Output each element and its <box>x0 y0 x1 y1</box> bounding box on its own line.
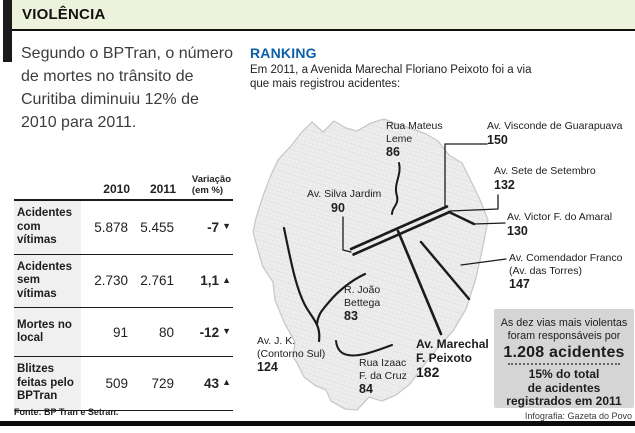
table-header-2011: 2011 <box>132 170 178 201</box>
road-joao-bettega <box>315 272 367 326</box>
table-cell-2010: 509 <box>81 357 132 411</box>
table-cell-2010: 5.878 <box>81 201 132 255</box>
map-label-jk-contorno: Av. J. K. (Contorno Sul) 124 <box>257 335 326 374</box>
city-outline <box>252 118 489 411</box>
value-marechal-peixoto: 182 <box>416 364 440 380</box>
value-mateus-leme: 86 <box>386 145 400 159</box>
table-cell-2011: 2.761 <box>132 255 178 308</box>
value-joao-bettega: 83 <box>344 309 358 323</box>
value-comendador: 147 <box>509 277 530 291</box>
value-visconde: 150 <box>487 132 508 147</box>
table-header-variation: Variação (em %) <box>178 170 233 201</box>
ranking-title: RANKING <box>250 45 317 61</box>
table-header-empty <box>14 170 81 201</box>
stats-table: 2010 2011 Variação (em %) Acidentes com … <box>14 170 233 411</box>
table-row-label: Acidentes com vítimas <box>14 201 81 255</box>
table-row-label: Blitzes feitas pelo BPTran <box>14 357 81 411</box>
table-cell-variation: -12 ▼ <box>178 308 233 357</box>
leader-lines <box>342 143 507 266</box>
value-jk-contorno: 124 <box>257 360 278 374</box>
intro-paragraph: Segundo o BPTran, o número de mortes no … <box>21 45 233 131</box>
leader-victor-amaral <box>473 222 506 225</box>
map-label-joao-bettega: R. João Bettega 83 <box>344 284 381 323</box>
source-note: Fonte: BP Tran e Setran. <box>14 407 119 417</box>
ranking-subtitle: Em 2011, a Avenida Marechal Floriano Pei… <box>250 64 532 90</box>
map-label-izaac-cruz: Rua Izaac F. da Cruz 84 <box>359 357 407 396</box>
map-label-mateus-leme: Rua Mateus Leme 86 <box>386 120 443 159</box>
trend-up-icon: ▲ <box>222 377 231 388</box>
table-header-2010: 2010 <box>81 170 132 201</box>
table-cell-2010: 2.730 <box>81 255 132 308</box>
bottom-rule <box>0 421 635 426</box>
dotted-divider <box>508 363 620 365</box>
road-mateus-leme <box>391 162 401 215</box>
table-cell-variation: 1,1 ▲ <box>178 255 233 308</box>
table-cell-2011: 5.455 <box>132 201 178 255</box>
map-label-sete-setembro: Av. Sete de Setembro 132 <box>494 165 596 192</box>
table-row-label: Mortes no local <box>14 308 81 357</box>
value-sete-setembro: 132 <box>494 177 515 192</box>
value-izaac-cruz: 84 <box>359 382 373 396</box>
leader-silva-jardim <box>342 216 352 253</box>
leader-sete-setembro <box>449 194 499 212</box>
total-accidents-value: 1.208 acidentes <box>503 344 625 361</box>
value-silva-jardim: 90 <box>331 200 345 215</box>
road-corridor-guarapuava <box>349 205 449 251</box>
page-title: VIOLÊNCIA <box>22 6 106 23</box>
road-marechal-peixoto <box>396 229 443 336</box>
road-izaac-cruz <box>335 340 393 357</box>
leader-comendador <box>460 258 507 266</box>
trend-up-icon: ▲ <box>222 274 231 285</box>
table-cell-2010: 91 <box>81 308 132 357</box>
table-row-label: Acidentes sem vítimas <box>14 254 81 308</box>
map-label-victor-amaral: Av. Victor F. do Amaral 130 <box>507 211 613 238</box>
road-corridor-sete-setembro <box>352 210 451 256</box>
trend-down-icon: ▼ <box>222 326 231 336</box>
infographic-credit: Infografia: Gazeta do Povo <box>524 411 632 421</box>
map-label-silva-jardim: Av. Silva Jardim 90 <box>307 188 382 215</box>
left-accent-bar <box>3 0 12 62</box>
table-cell-variation: 43 ▲ <box>178 357 233 411</box>
leader-visconde <box>444 143 488 207</box>
map-label-marechal-peixoto: Av. Marechal F. Peixoto 182 <box>416 337 489 380</box>
trend-down-icon: ▼ <box>222 221 231 232</box>
road-comendador-franco <box>419 240 471 301</box>
map-label-visconde: Av. Visconde de Guarapuava 150 <box>487 120 623 147</box>
total-accidents-box: As dez vias mais violentas foram respons… <box>494 309 634 408</box>
road-victor-amaral <box>447 210 476 226</box>
table-cell-2011: 80 <box>132 308 178 357</box>
value-victor-amaral: 130 <box>507 223 528 238</box>
road-jk-contorno-sul <box>282 226 321 343</box>
section-header: VIOLÊNCIA <box>12 0 635 31</box>
table-cell-2011: 729 <box>132 357 178 411</box>
map-label-comendador: Av. Comendador Franco (Av. das Torres) 1… <box>509 252 623 291</box>
table-cell-variation: -7 ▼ <box>178 201 233 255</box>
